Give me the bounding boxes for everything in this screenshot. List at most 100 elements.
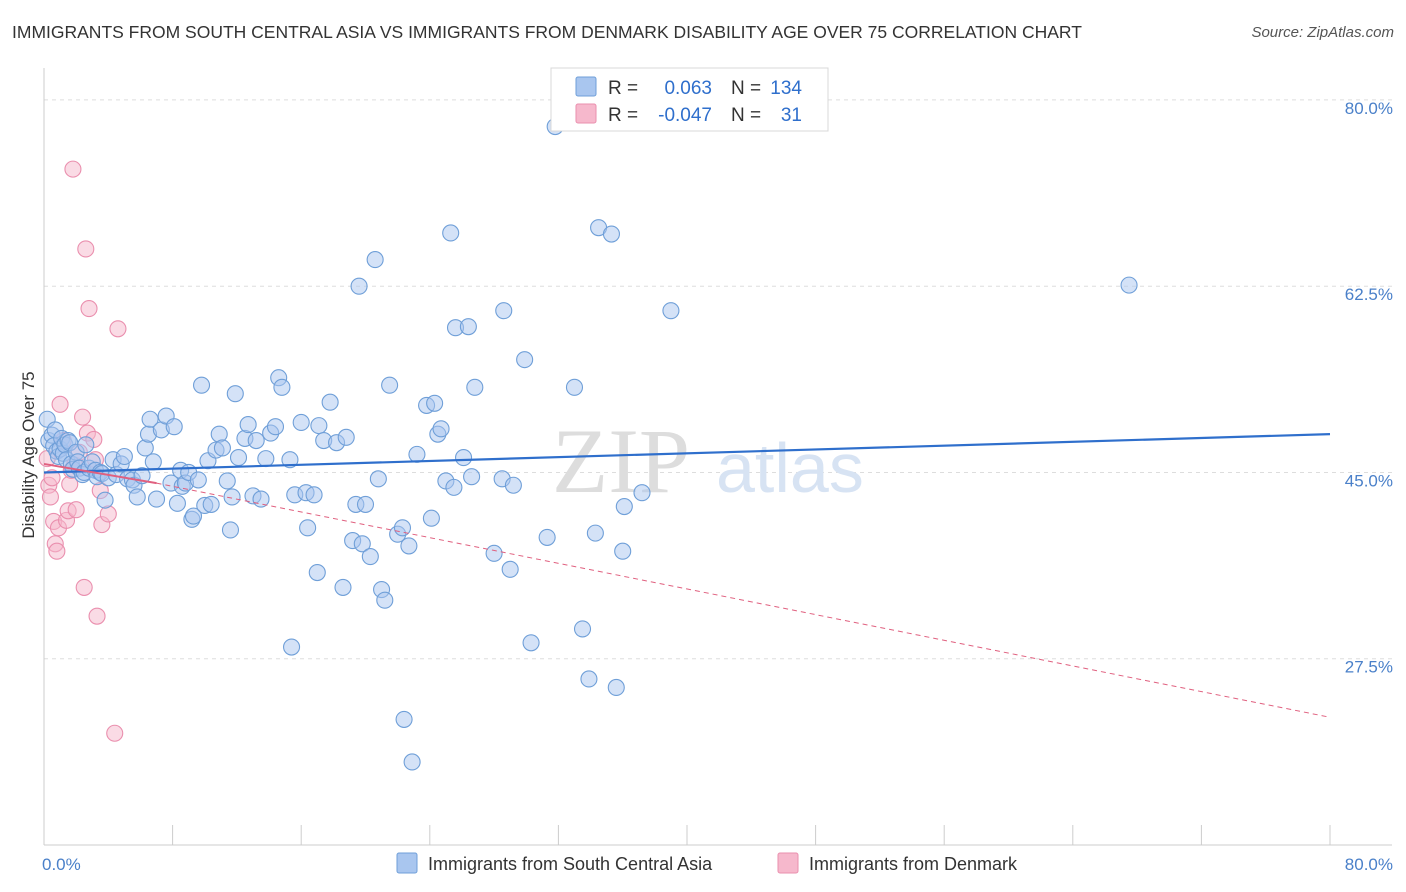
blue-point-99 (369, 470, 387, 488)
blue-point-78 (281, 451, 299, 469)
pink-point-3 (43, 469, 61, 487)
trend-line-0 (43, 433, 1331, 474)
blue-point-69 (239, 416, 257, 434)
pink-point-8 (51, 395, 69, 413)
y-tick-label-1: 62.5% (1345, 285, 1393, 304)
blue-point-136 (602, 225, 620, 243)
pink-point-28 (99, 505, 117, 523)
blue-point-129 (538, 528, 556, 546)
blue-point-132 (573, 620, 592, 638)
x-tick-labels: 0.0% 80.0% (42, 855, 1393, 874)
blue-point-133 (580, 670, 598, 688)
legend-r-value-blue: 0.063 (664, 78, 712, 99)
blue-point-90 (334, 578, 352, 596)
blue-point-124 (495, 302, 513, 320)
blue-point-108 (408, 445, 426, 463)
blue-point-137 (607, 678, 625, 697)
blue-point-61 (210, 425, 228, 443)
blue-point-121 (466, 378, 484, 396)
pink-point-2 (41, 488, 59, 506)
chart-title: IMMIGRANTS FROM SOUTH CENTRAL ASIA VS IM… (12, 22, 1082, 42)
blue-point-98 (366, 251, 384, 269)
blue-point-47 (165, 418, 183, 436)
legend-r-value-pink: -0.047 (658, 105, 712, 126)
blue-point-126 (504, 476, 522, 494)
blue-point-134 (586, 524, 604, 542)
x-ticks (43, 825, 1331, 845)
blue-point-83 (299, 519, 317, 537)
blue-point-77 (273, 378, 291, 396)
pink-point-29 (106, 724, 124, 742)
blue-point-116 (445, 478, 463, 496)
blue-point-105 (395, 710, 413, 728)
legend-n-label-blue: N = (731, 78, 761, 99)
blue-point-88 (321, 393, 339, 411)
blue-point-75 (266, 418, 285, 436)
blue-point-55 (189, 471, 207, 489)
blue-point-37 (128, 488, 146, 506)
y-tick-label-0: 80.0% (1345, 99, 1393, 118)
blue-point-128 (522, 634, 540, 652)
blue-point-106 (400, 537, 418, 555)
blue-point-33 (115, 447, 133, 466)
blue-point-102 (381, 376, 399, 394)
pink-point-25 (88, 607, 106, 625)
bottom-legend-swatch-blue (396, 852, 418, 874)
blue-point-139 (615, 497, 633, 516)
blue-point-39 (136, 439, 154, 457)
blue-point-91 (337, 428, 355, 446)
pink-point-18 (74, 408, 92, 426)
bottom-legend-label-blue: Immigrants from South Central Asia (428, 854, 713, 874)
series-immigrants-from-south-central-asia (38, 117, 1138, 771)
pink-point-19 (75, 578, 93, 596)
blue-point-79 (283, 638, 301, 656)
blue-point-73 (257, 450, 275, 468)
legend-swatch-blue (575, 76, 597, 97)
blue-point-120 (463, 468, 481, 486)
legend-r-label-blue: R = (608, 78, 638, 99)
blue-point-41 (141, 410, 159, 428)
gridlines (44, 99, 1392, 660)
legend-n-label-pink: N = (731, 105, 761, 126)
y-tick-labels: 80.0% 62.5% 45.0% 27.5% (1345, 99, 1393, 677)
blue-point-63 (218, 472, 236, 490)
blue-point-127 (516, 351, 534, 369)
watermark: ZIP atlas (552, 410, 864, 512)
blue-point-138 (614, 542, 632, 560)
blue-point-140 (633, 484, 651, 502)
blue-point-43 (147, 490, 166, 508)
pink-point-16 (67, 501, 85, 519)
y-tick-label-2: 45.0% (1345, 471, 1393, 490)
blue-point-66 (226, 385, 244, 403)
watermark-zip: ZIP (552, 410, 690, 512)
source-credit: Source: ZipAtlas.com (1251, 24, 1394, 41)
blue-point-110 (422, 509, 440, 527)
blue-point-65 (223, 488, 241, 506)
watermark-atlas: atlas (716, 429, 864, 507)
blue-point-142 (1120, 276, 1138, 294)
blue-point-107 (403, 753, 421, 771)
blue-point-21 (77, 436, 95, 454)
blue-point-115 (442, 224, 460, 242)
blue-point-101 (376, 591, 394, 609)
pink-point-30 (109, 320, 127, 338)
pink-point-14 (64, 160, 82, 178)
blue-point-94 (350, 277, 368, 295)
trend-line-2 (156, 482, 1331, 718)
blue-point-122 (485, 544, 503, 562)
bottom-legend-label-pink: Immigrants from Denmark (809, 854, 1018, 874)
y-tick-label-3: 27.5% (1345, 658, 1393, 677)
pink-point-6 (48, 542, 66, 560)
blue-point-67 (229, 449, 248, 467)
x-tick-label-0: 0.0% (42, 855, 81, 874)
blue-point-97 (361, 548, 379, 566)
blue-point-28 (96, 491, 114, 509)
blue-point-84 (305, 486, 323, 504)
blue-point-118 (455, 449, 473, 467)
blue-point-71 (247, 431, 265, 450)
legend-n-value-pink: 31 (781, 105, 802, 126)
series-legend: Immigrants from South Central Asia Immig… (396, 852, 1018, 874)
legend-r-label-pink: R = (608, 105, 638, 126)
blue-point-86 (310, 417, 328, 435)
